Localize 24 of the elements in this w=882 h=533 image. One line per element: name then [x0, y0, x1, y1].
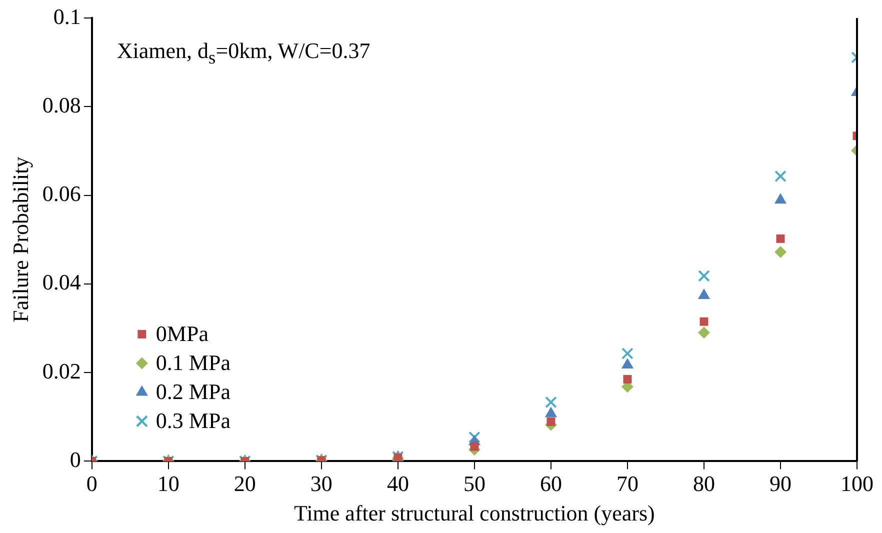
x-tick-label: 70: [616, 471, 638, 496]
y-tick-label: 0.04: [42, 270, 81, 295]
y-axis-title: Failure Probability: [8, 156, 33, 322]
legend-label: 0.3 MPa: [156, 408, 231, 433]
annotation: Xiamen, d$_{s}$=0km, W/C=0.37: [116, 38, 370, 68]
x-tick-label: 50: [463, 471, 486, 496]
legend-label: 0.2 MPa: [156, 378, 231, 404]
x-tick-label: 60: [540, 471, 562, 496]
x-tick-label: 0: [86, 471, 98, 496]
legend-label: 0MPa: [156, 320, 209, 346]
x-tick-label: 80: [692, 471, 715, 496]
y-tick-label: 0.02: [42, 358, 81, 384]
y-tick-label: 0.08: [42, 92, 81, 118]
x-tick-label: 100: [840, 471, 874, 496]
y-tick-label: 0: [70, 446, 81, 472]
x-tick-label: 30: [310, 471, 332, 496]
y-tick-label: 0.1: [53, 4, 81, 29]
legend-label: 0.1 MPa: [156, 350, 231, 375]
x-tick-label: 90: [769, 471, 792, 496]
x-tick-label: 10: [157, 471, 180, 496]
x-tick-label: 40: [386, 471, 409, 496]
x-axis-title: Time after structural construction (years): [294, 500, 655, 526]
y-tick-label: 0.06: [42, 181, 81, 206]
x-tick-label: 20: [234, 471, 256, 496]
